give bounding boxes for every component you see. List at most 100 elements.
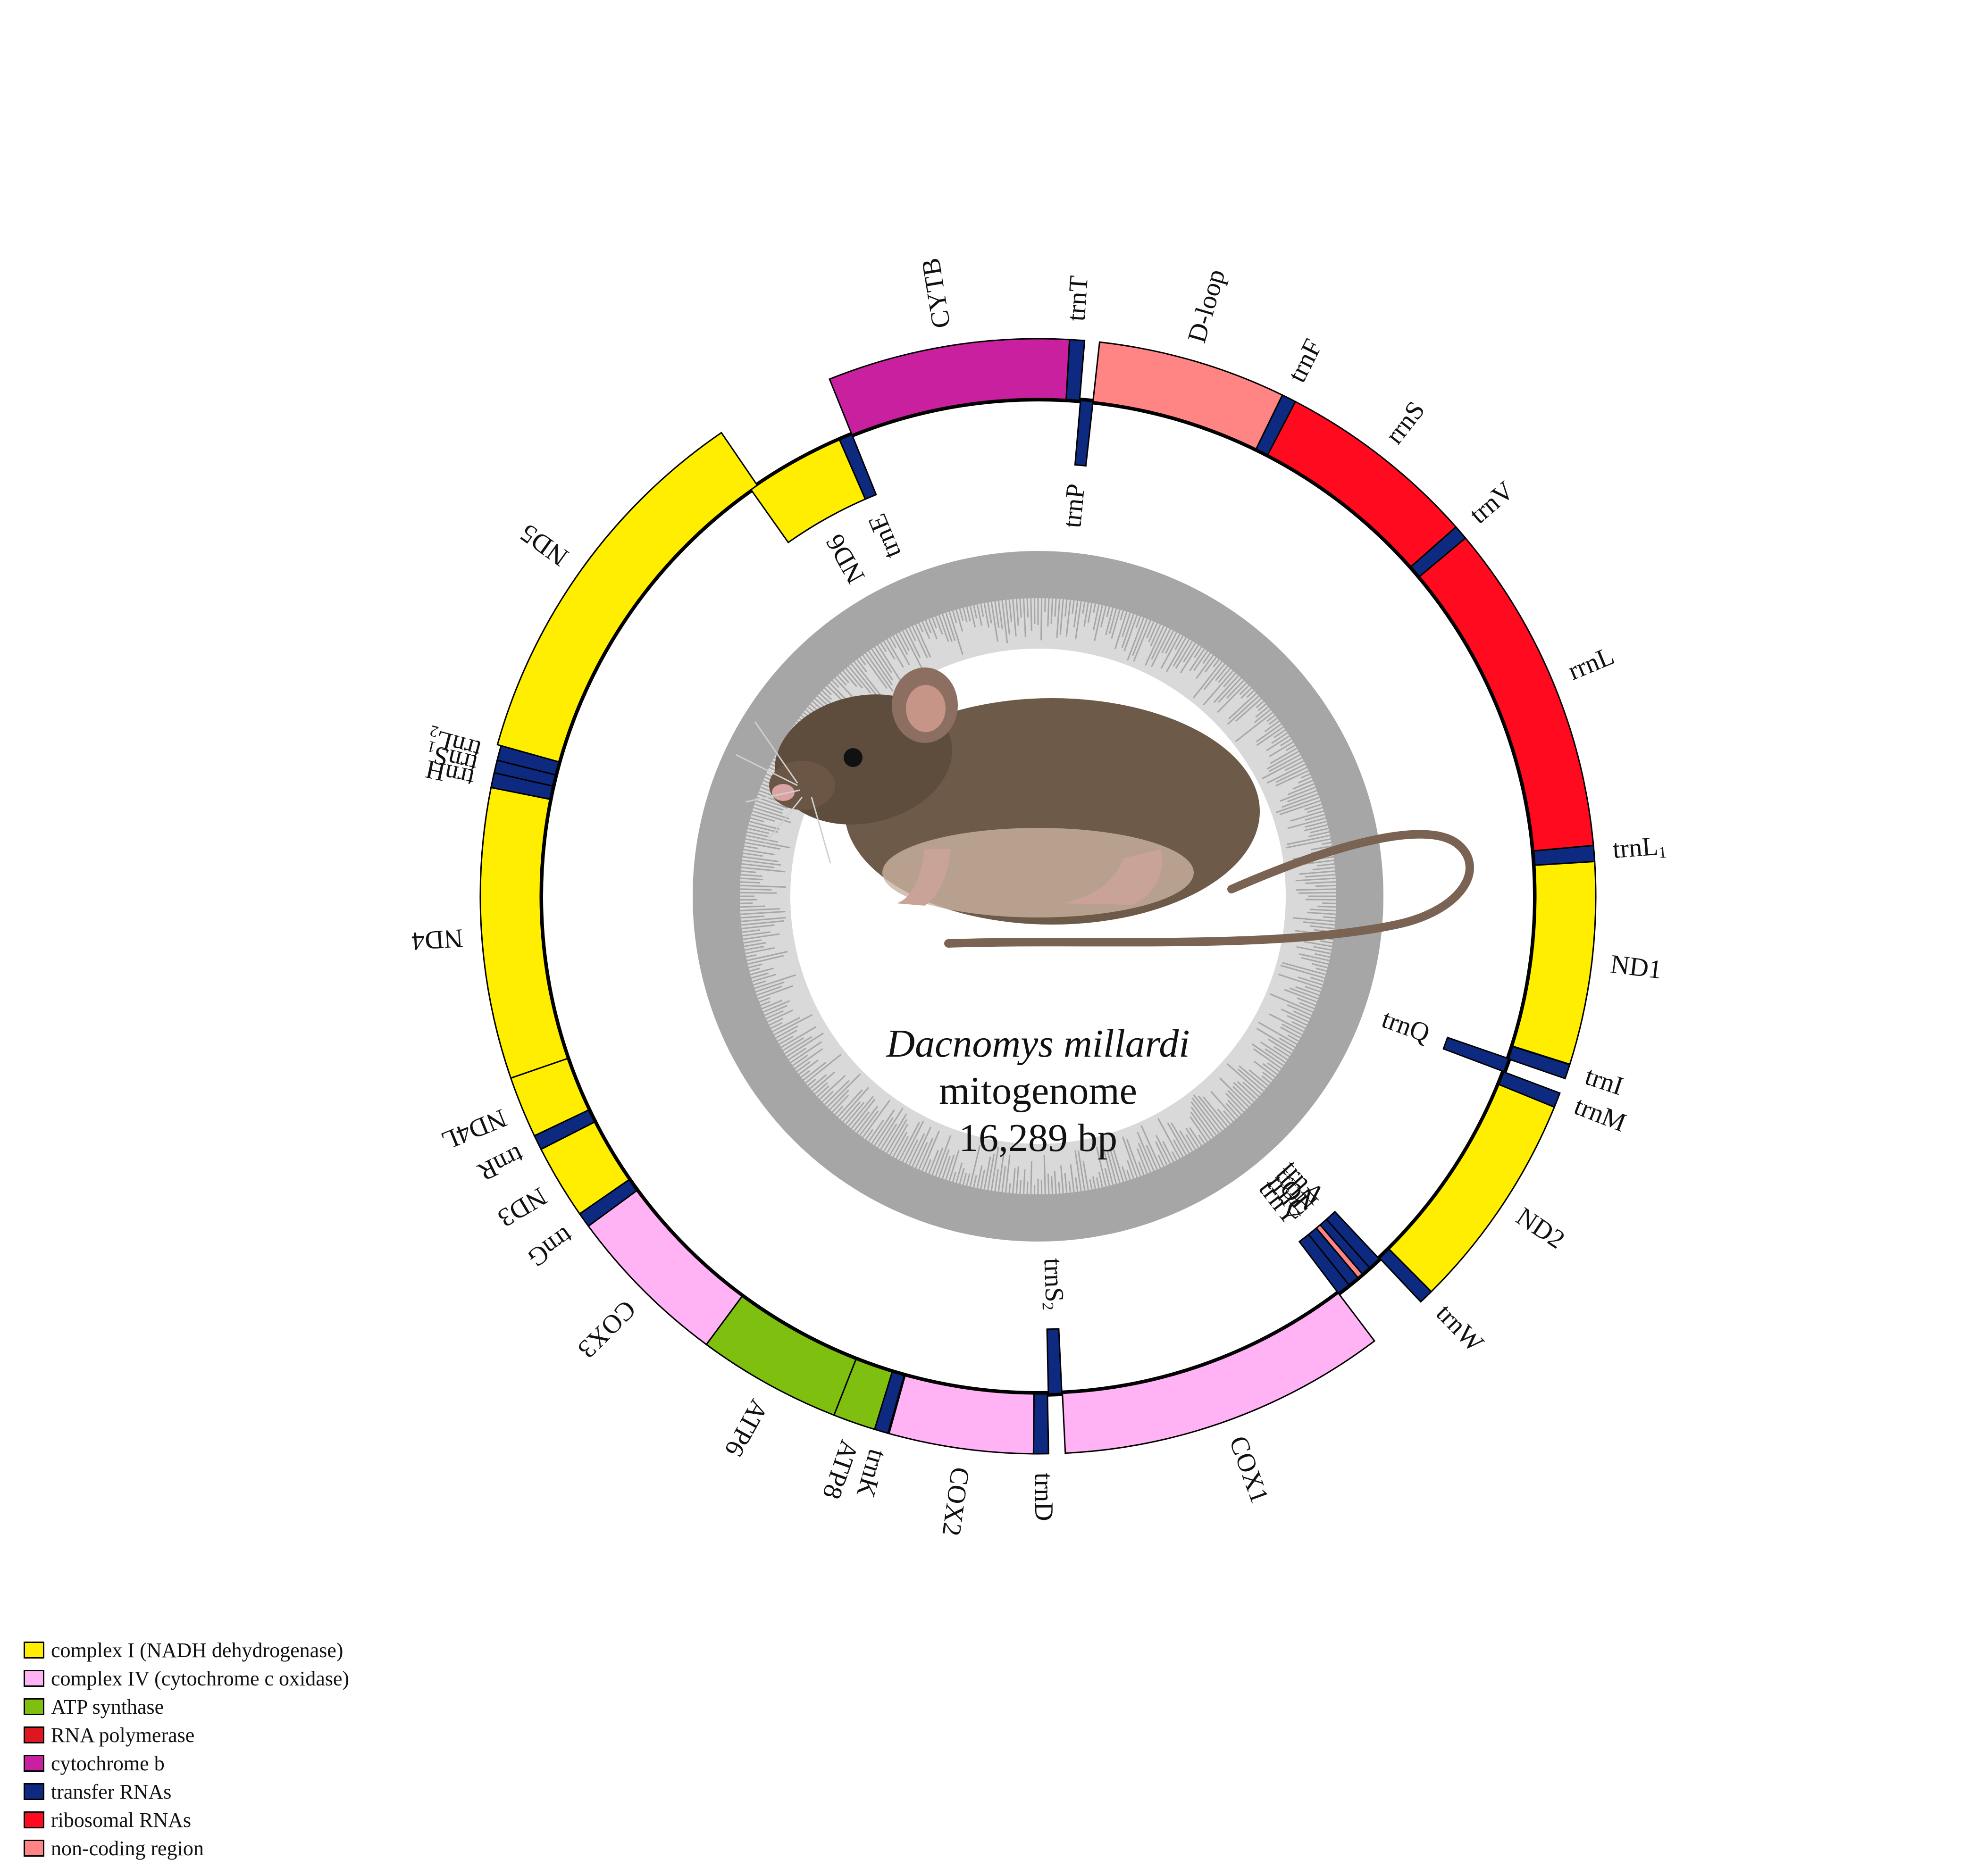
gc-stripe	[767, 1009, 793, 1023]
gc-stripe	[824, 687, 832, 695]
gc-stripe	[1054, 599, 1057, 617]
gc-stripe	[1210, 1091, 1237, 1120]
label-subscript: 2	[428, 722, 440, 741]
gc-stripe	[1162, 1141, 1174, 1162]
gc-stripe	[790, 1041, 822, 1063]
gc-stripe	[1185, 1134, 1196, 1150]
gc-stripe	[902, 1120, 924, 1162]
gc-stripe	[1304, 803, 1322, 810]
gc-stripe	[1310, 827, 1329, 834]
gc-stripe	[1295, 877, 1336, 882]
gc-stripe	[788, 1047, 807, 1060]
gc-stripe	[1190, 1106, 1214, 1138]
gc-stripe	[807, 1078, 816, 1086]
gc-stripe	[1151, 627, 1168, 660]
gc-stripe	[745, 838, 791, 849]
gc-stripe	[1054, 1171, 1057, 1194]
gc-stripe	[1070, 1164, 1075, 1192]
gc-stripe	[1279, 800, 1321, 816]
gc-stripe	[1121, 613, 1134, 648]
gc-stripe	[756, 985, 782, 996]
gc-stripe	[1196, 654, 1214, 679]
gc-stripe	[1280, 786, 1316, 802]
gc-stripe	[990, 601, 998, 642]
genome-type: mitogenome	[939, 1069, 1137, 1113]
gc-stripe	[1198, 1095, 1225, 1129]
label-trnr: trnR	[473, 1140, 528, 1187]
gc-stripe	[851, 1099, 876, 1129]
gc-stripe	[902, 630, 924, 672]
gc-stripe	[1064, 599, 1068, 617]
gc-stripe	[997, 600, 1003, 630]
gc-stripe	[1322, 842, 1332, 845]
gc-stripe	[851, 663, 881, 700]
gc-stripe	[772, 1017, 800, 1033]
gc-stripe	[780, 1026, 817, 1048]
gc-stripe	[1268, 717, 1278, 725]
legend-label: complex I (NADH dehydrogenase)	[51, 1638, 343, 1662]
rat-front-leg	[896, 849, 951, 906]
gc-stripe	[1287, 1004, 1312, 1016]
gc-stripe	[1269, 1013, 1304, 1033]
label-trne: trnE	[862, 509, 906, 563]
gc-stripe	[742, 931, 771, 937]
gc-stripe	[896, 1136, 909, 1159]
gc-stripe	[1298, 892, 1336, 894]
gc-stripe	[1156, 1134, 1171, 1164]
gc-stripe	[764, 1005, 788, 1016]
gc-stripe	[839, 1087, 870, 1120]
gc-stripe	[1047, 598, 1050, 627]
gc-stripe	[759, 790, 771, 796]
legend-item-rrna: ribosomal RNAs	[24, 1806, 349, 1834]
gc-stripe	[1093, 603, 1096, 613]
gc-stripe	[740, 892, 777, 894]
gc-stripe	[773, 1014, 813, 1036]
gc-stripe	[883, 641, 896, 660]
gc-stripe	[842, 670, 857, 687]
gc-stripe	[1202, 1096, 1228, 1127]
gc-stripe	[1226, 680, 1245, 699]
gc-stripe	[740, 908, 780, 912]
gc-stripe	[1106, 1151, 1117, 1184]
species-name: Dacnomys millardi	[886, 1022, 1190, 1066]
gc-stripe	[1266, 763, 1306, 784]
gc-stripe	[747, 827, 770, 834]
label-subscript: 2	[1039, 1302, 1057, 1310]
gc-stripe	[1312, 867, 1335, 871]
gc-stripe	[1239, 685, 1249, 695]
legend-label: RNA polymerase	[51, 1723, 195, 1747]
gc-stripe	[755, 981, 785, 992]
gc-stripe	[1144, 625, 1164, 666]
label-cox3: COX3	[572, 1294, 641, 1364]
gc-stripe	[1146, 1145, 1158, 1170]
gc-stripe	[1307, 912, 1336, 915]
gc-stripe	[1001, 1166, 1006, 1192]
gc-stripe	[931, 1147, 944, 1176]
gc-stripe	[1282, 962, 1326, 976]
gc-stripe	[792, 1054, 808, 1067]
gc-stripe	[1161, 630, 1174, 653]
gc-stripe	[803, 1061, 827, 1081]
gc-stripe	[886, 639, 904, 668]
gc-stripe	[1270, 747, 1298, 764]
gc-stripe	[1315, 884, 1336, 887]
gc-stripe	[819, 1075, 846, 1100]
gc-stripe	[889, 1123, 909, 1156]
gc-stripe	[1089, 1179, 1093, 1190]
gc-stripe	[1315, 953, 1331, 958]
label-trnq: trnQ	[1378, 1004, 1434, 1048]
gc-stripe	[1123, 615, 1138, 651]
gc-stripe	[1269, 741, 1294, 758]
legend-swatch	[24, 1811, 44, 1828]
gene-rrnl	[1418, 537, 1594, 852]
gc-stripe	[935, 616, 943, 634]
legend-item-noncoding: non-coding region	[24, 1834, 349, 1862]
gc-stripe	[848, 1096, 874, 1127]
legend-swatch	[24, 1670, 44, 1687]
gc-stripe	[1266, 735, 1290, 751]
gc-stripe	[1300, 773, 1310, 779]
gc-stripe	[741, 920, 784, 926]
gc-stripe	[1227, 1090, 1247, 1110]
gc-stripe	[1218, 667, 1231, 683]
gc-stripe	[1060, 1165, 1064, 1193]
